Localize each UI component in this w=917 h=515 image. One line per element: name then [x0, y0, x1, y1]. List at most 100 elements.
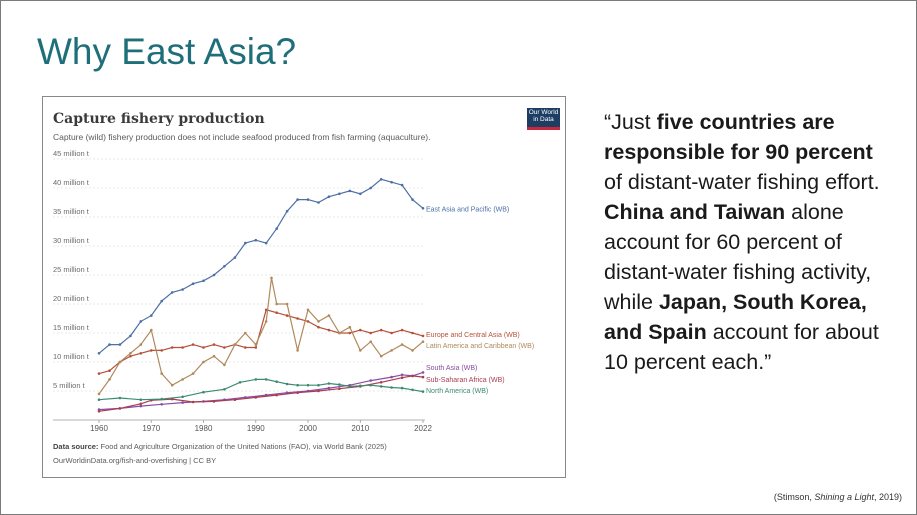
data-point: [369, 340, 373, 343]
slide-title: Why East Asia?: [37, 31, 297, 72]
data-point: [400, 376, 404, 380]
data-point: [317, 383, 320, 387]
data-point: [254, 378, 258, 381]
data-point: [327, 195, 331, 198]
quote-part: alone account for 60 percent of distant-…: [604, 200, 872, 314]
data-point: [170, 291, 174, 294]
data-point: [181, 395, 184, 399]
data-point: [390, 386, 393, 389]
data-point: [160, 349, 163, 352]
data-point: [400, 343, 404, 346]
data-point: [139, 402, 143, 406]
quote-text: “Just five countries are responsible for…: [604, 107, 894, 377]
data-point: [400, 373, 404, 377]
data-point: [160, 397, 163, 401]
data-point: [150, 328, 153, 332]
data-point: [369, 331, 373, 335]
data-point: [411, 349, 414, 352]
data-point: [129, 334, 132, 338]
data-point: [421, 375, 425, 379]
data-point: [181, 401, 184, 404]
data-point: [369, 186, 373, 190]
quote-part: China and Taiwan: [604, 200, 786, 224]
x-tick-label: 1970: [142, 424, 160, 433]
data-point: [400, 328, 404, 332]
data-point: [400, 386, 404, 390]
data-point: [264, 320, 268, 323]
data-point: [348, 385, 352, 388]
data-point: [223, 346, 226, 349]
chart-panel: Capture fishery production Capture (wild…: [42, 96, 566, 478]
data-point: [181, 378, 184, 381]
data-point: [317, 201, 320, 204]
data-point: [202, 346, 205, 349]
data-point: [244, 331, 247, 335]
series-line: [98, 178, 424, 354]
data-point: [275, 311, 278, 314]
data-point: [317, 389, 320, 393]
data-point: [244, 241, 247, 245]
data-point: [118, 343, 122, 346]
data-point: [264, 378, 268, 381]
data-point: [327, 386, 331, 390]
data-point: [254, 396, 258, 399]
data-point: [327, 382, 331, 385]
series-label: Latin America and Caribbean (WB): [426, 343, 534, 350]
data-point: [369, 383, 373, 387]
data-point: [202, 279, 205, 283]
data-point: [359, 349, 362, 352]
axis-labels: 5 million t 10 million t 15 million t 20 mi…: [53, 149, 432, 433]
data-point: [97, 398, 101, 402]
data-point: [97, 352, 101, 355]
data-point: [285, 382, 289, 386]
data-point: [327, 314, 331, 317]
data-point: [212, 400, 216, 403]
data-point: [338, 331, 341, 335]
series-label: Europe and Central Asia (WB): [426, 332, 520, 339]
data-point: [202, 360, 205, 364]
x-tick-label: 1980: [195, 424, 213, 433]
data-point: [411, 331, 414, 335]
data-point: [338, 192, 341, 196]
data-point: [129, 352, 132, 355]
data-point: [223, 265, 226, 268]
y-tick-label: 5 million t: [53, 381, 86, 390]
data-point: [285, 314, 289, 317]
data-point: [317, 320, 320, 323]
data-point: [379, 385, 383, 388]
data-point: [421, 371, 425, 374]
data-point: [181, 288, 184, 291]
data-point: [306, 320, 310, 323]
data-point: [348, 331, 352, 335]
data-point: [390, 349, 393, 352]
data-point: [264, 308, 268, 312]
data-point: [275, 393, 278, 397]
x-tick-label: 2000: [299, 424, 317, 433]
data-point: [348, 189, 352, 193]
data-point: [390, 331, 393, 335]
data-point: [150, 349, 153, 352]
chart-title: Capture fishery production: [53, 111, 265, 127]
data-point: [275, 227, 278, 230]
series-label: North America (WB): [426, 388, 488, 395]
data-point: [400, 183, 404, 187]
series-label: Sub-Saharan Africa (WB): [426, 377, 505, 384]
data-point: [160, 299, 163, 303]
series-label: East Asia and Pacific (WB): [426, 206, 509, 213]
y-tick-label: 35 million t: [53, 207, 90, 216]
series-lines: [97, 178, 425, 413]
data-point: [139, 343, 143, 346]
data-point: [421, 207, 425, 210]
data-point: [223, 363, 226, 367]
data-point: [275, 302, 278, 306]
data-point: [379, 178, 383, 181]
data-point: [223, 388, 226, 391]
data-point: [233, 256, 237, 259]
data-source: Data source: Food and Agriculture Organi…: [53, 442, 387, 451]
data-point: [108, 369, 111, 373]
data-point: [369, 379, 373, 382]
data-point: [191, 282, 195, 285]
data-point: [338, 383, 341, 386]
data-point: [296, 349, 299, 352]
